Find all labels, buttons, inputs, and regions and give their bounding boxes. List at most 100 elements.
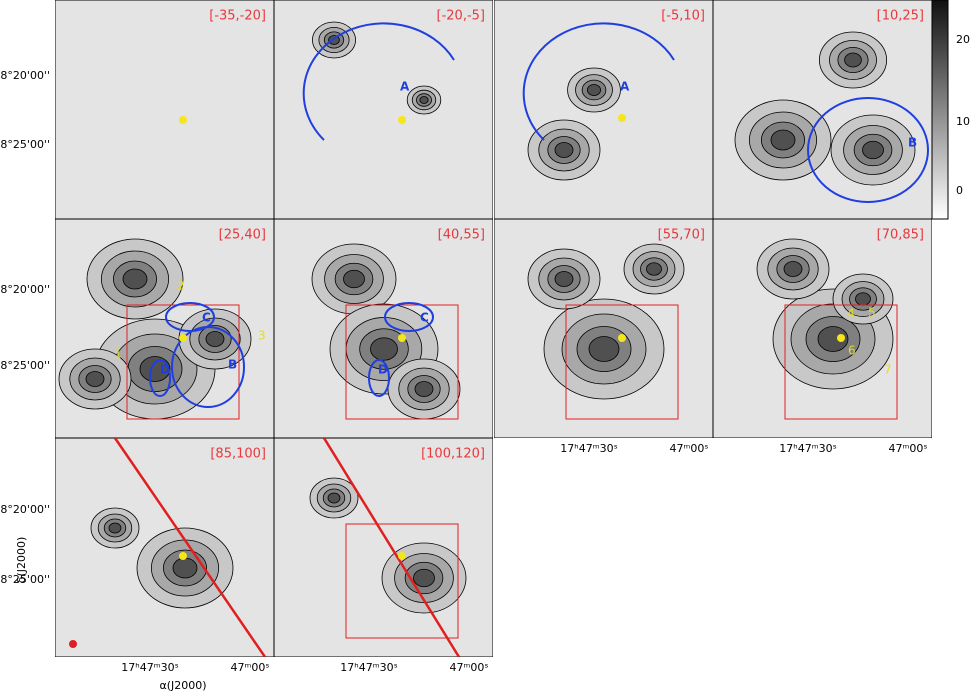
contour [587,84,602,96]
panel-background [274,438,493,657]
shell-label: D [378,363,388,377]
shell-b [807,97,929,203]
contour [554,142,574,158]
panel: [-20,-5] [274,0,493,219]
panel: [10,25] [713,0,932,219]
contour [343,269,365,289]
source-label: 7 [884,363,892,377]
region-box [126,304,240,420]
y-tick-label: 28°20'00'' [0,69,50,82]
shell-label: C [202,311,211,325]
contour [85,371,105,387]
y-tick-label: −28°25'00'' [0,359,50,372]
source-label: 3 [258,329,266,343]
y-tick-label: 28°25'00'' [0,138,50,151]
panel-label: [55,70] [658,228,705,243]
y-tick-label: −28°20'00'' [0,503,50,516]
panel-label: [85,100] [210,447,266,462]
source-label: 4 [847,307,855,321]
panel: [85,100] [55,438,274,657]
region-box [784,304,898,420]
panel: [-5,10] [494,0,713,219]
panel-label: [10,25] [877,9,924,24]
shell-label: C [420,311,429,325]
contour [770,129,796,151]
contour [554,271,574,287]
contour [172,557,198,579]
contour [783,261,803,277]
source-marker [837,334,845,342]
y-tick-label: −28°20'00'' [0,283,50,296]
source-marker [618,334,626,342]
contour [205,331,225,347]
panel-background [274,0,493,219]
panel-background [55,0,274,219]
shell-c [384,302,434,332]
x-tick-label: 47ᵐ00ˢ [889,442,928,455]
y-tick-label: −28°25'00'' [0,573,50,586]
y-axis-title: δ(J2000) [15,537,28,584]
panel-background [713,0,932,219]
panel-label: [-5,10] [661,9,705,24]
panel: [-35,-20] [55,0,274,219]
source-marker [398,334,406,342]
source-label: 2 [177,279,185,293]
source-marker [179,334,187,342]
source-marker [179,116,187,124]
shell-label: B [228,358,237,372]
colorbar-tick-label: 0 [956,184,963,197]
shell-arc [522,22,675,141]
region-box [565,304,679,420]
contour [646,262,662,276]
x-tick-label: 17ʰ47ᵐ30ˢ [779,442,836,455]
contour [817,326,849,352]
source-marker [618,114,626,122]
beam [69,640,77,648]
panel-label: [-20,-5] [437,9,485,24]
contour [844,52,862,68]
source-label: 5 [868,306,876,320]
contour [108,522,122,534]
x-tick-label: 47ᵐ00ˢ [670,442,709,455]
contour [122,268,148,290]
x-tick-label: 17ʰ47ᵐ30ˢ [340,661,397,674]
contour [370,337,398,361]
x-axis-title: α(J2000) [159,679,206,692]
shell-label: B [908,136,917,150]
shell-label: A [620,80,630,94]
shell-label: D [160,363,170,377]
source-label: 1 [114,347,122,361]
source-marker [398,552,406,560]
region-box [345,304,459,420]
contour [413,568,435,588]
colorbar-tick-label: 20 [956,33,970,46]
panel: [100,120] [274,438,493,657]
shell-label: A [400,80,410,94]
panel: [25,40] [55,219,274,438]
shell-d [149,359,171,397]
region-box [345,523,459,639]
panel: [40,55] [274,219,493,438]
contour [855,292,871,306]
x-tick-label: 17ʰ47ᵐ30ˢ [560,442,617,455]
panel-label: [-35,-20] [209,9,266,24]
shell-arc [302,22,455,141]
red-line [322,438,461,657]
contour [419,96,429,104]
panel: [70,85] [713,219,932,438]
x-tick-label: 17ʰ47ᵐ30ˢ [121,661,178,674]
panel-label: [100,120] [421,447,485,462]
contour [414,381,434,397]
contour [588,336,620,362]
x-tick-label: 47ᵐ00ˢ [231,661,270,674]
contour [139,356,171,382]
panel-label: [40,55] [438,228,485,243]
source-marker [398,116,406,124]
contour [327,492,341,504]
panel-label: [70,85] [877,228,924,243]
source-label: 6 [848,344,856,358]
contour [862,140,884,160]
panel-label: [25,40] [219,228,266,243]
shell-c [165,302,215,332]
